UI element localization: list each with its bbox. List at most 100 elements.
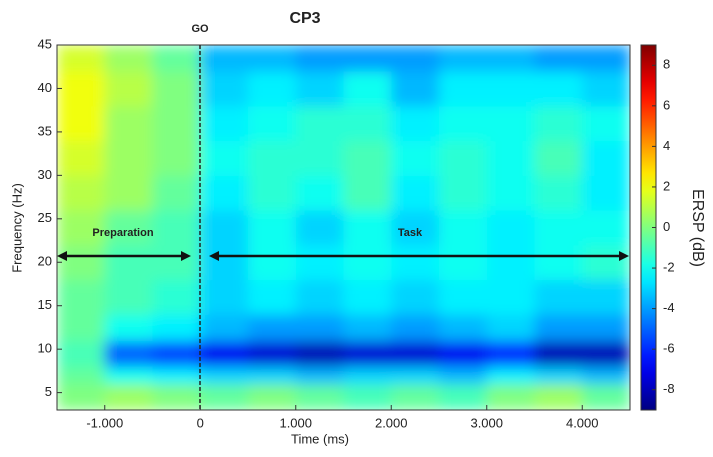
heatmap-cell [439, 210, 488, 246]
heatmap-cell [439, 366, 488, 385]
heatmap-cell [391, 175, 440, 211]
heatmap-cell [534, 366, 583, 385]
colorbar-tick-label: 0 [663, 219, 670, 234]
heatmap-cell [57, 105, 106, 142]
heatmap-cell [343, 105, 392, 142]
y-tick-label: 40 [38, 80, 52, 95]
heatmap-cell [439, 45, 488, 72]
heatmap-cell [391, 71, 440, 107]
heatmap-cell [439, 175, 488, 211]
heatmap-cell [582, 210, 630, 246]
heatmap-cell [343, 140, 392, 176]
heatmap-cell [104, 210, 153, 246]
heatmap-cell [391, 314, 440, 341]
heatmap-cell [391, 105, 440, 142]
heatmap-cell [104, 45, 153, 72]
heatmap-cell [200, 45, 249, 72]
heatmap-cell [582, 279, 630, 315]
heatmap-cell [200, 71, 249, 107]
heatmap-cell [582, 244, 630, 281]
heatmap-cell [582, 105, 630, 142]
task-label: Task [398, 227, 423, 239]
heatmap-cell [343, 175, 392, 211]
heatmap-cell [248, 340, 297, 368]
heatmap-cell [439, 140, 488, 176]
heatmap-cell [295, 244, 344, 281]
heatmap-cell [534, 340, 583, 368]
heatmap-cell [57, 244, 106, 281]
colorbar-tick-label: -4 [663, 300, 675, 315]
heatmap-cell [534, 244, 583, 281]
heatmap-cell [104, 244, 153, 281]
heatmap-cell [104, 383, 153, 410]
heatmap-cell [391, 366, 440, 385]
heatmap-cell [200, 340, 249, 368]
heatmap-cell [391, 383, 440, 410]
heatmap-cell [295, 279, 344, 315]
heatmap-cell [152, 175, 201, 211]
heatmap-cell [582, 340, 630, 368]
heatmap-cell [534, 105, 583, 142]
heatmap-cell [295, 175, 344, 211]
heatmap-cell [486, 383, 535, 410]
heatmap-cell [104, 140, 153, 176]
heatmap-cell [486, 45, 535, 72]
heatmap-cell [343, 71, 392, 107]
y-tick-label: 5 [45, 384, 52, 399]
heatmap-cell [57, 175, 106, 211]
heatmap-cell [104, 366, 153, 385]
heatmap-cell [248, 279, 297, 315]
heatmap-cell [248, 175, 297, 211]
go-label: GO [191, 23, 209, 35]
heatmap-cell [486, 105, 535, 142]
heatmap-cell [295, 45, 344, 72]
heatmap-cell [391, 210, 440, 246]
y-tick-label: 10 [38, 341, 52, 356]
heatmap-cell [343, 279, 392, 315]
heatmap-cell [104, 279, 153, 315]
heatmap-cell [486, 71, 535, 107]
heatmap-cell [343, 210, 392, 246]
heatmap-cell [152, 244, 201, 281]
heatmap-cell [57, 210, 106, 246]
heatmap-cell [200, 314, 249, 341]
heatmap-cell [152, 45, 201, 72]
heatmap-cell [534, 383, 583, 410]
heatmap-cell [104, 314, 153, 341]
heatmap-cell [534, 45, 583, 72]
task-arrow [209, 251, 629, 261]
heatmap-cell [295, 314, 344, 341]
heatmap-cell [439, 244, 488, 281]
heatmap-cell [152, 314, 201, 341]
y-tick-label: 15 [38, 297, 52, 312]
heatmap-cell [248, 105, 297, 142]
plot-frame [56, 44, 631, 411]
heatmap-cell [534, 140, 583, 176]
heatmap-cell [582, 314, 630, 341]
chart-title: CP3 [289, 10, 320, 27]
heatmap-cell [57, 366, 106, 385]
heatmap-cell [57, 314, 106, 341]
colorbar-tick-label: 8 [663, 57, 670, 72]
heatmap-cell [248, 314, 297, 341]
heatmap-cell [582, 71, 630, 107]
heatmap-cell [486, 366, 535, 385]
y-tick-label: 30 [38, 167, 52, 182]
heatmap-cell [295, 366, 344, 385]
heatmap-cell [200, 244, 249, 281]
x-tick-label: 1.000 [279, 415, 312, 430]
heatmap-cell [200, 279, 249, 315]
heatmap-cell [486, 314, 535, 341]
heatmap-cell [248, 71, 297, 107]
heatmap-cell [534, 175, 583, 211]
heatmap-cell [486, 175, 535, 211]
x-tick-label: -1.000 [86, 415, 123, 430]
heatmap-cell [439, 71, 488, 107]
heatmap-cell [486, 340, 535, 368]
heatmap-cell [582, 140, 630, 176]
heatmap-cell [248, 210, 297, 246]
heatmap-cell [152, 140, 201, 176]
heatmap-cell [248, 45, 297, 72]
heatmap-cell [295, 383, 344, 410]
